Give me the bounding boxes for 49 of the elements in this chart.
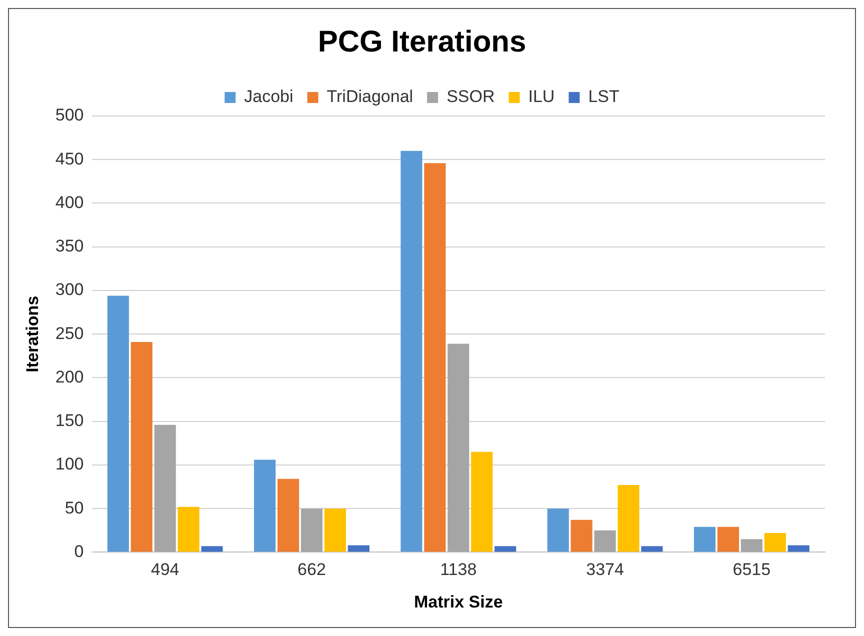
x-tick-label: 1138 (440, 560, 477, 580)
chart-title: PCG Iterations (318, 25, 526, 58)
bar (547, 508, 569, 552)
bar (130, 342, 152, 552)
bar (400, 150, 422, 552)
bar (178, 506, 200, 552)
y-tick-label: 300 (55, 280, 84, 300)
bar (277, 478, 300, 552)
y-tick-label: 400 (55, 192, 84, 212)
bar (471, 452, 493, 552)
legend-label: SSOR (446, 87, 495, 106)
bar (618, 485, 640, 552)
bar (324, 508, 346, 552)
y-tick-label: 500 (55, 106, 84, 125)
bar (107, 296, 129, 552)
bar (717, 526, 740, 552)
x-tick-label: 494 (150, 560, 180, 580)
bar (694, 526, 716, 552)
y-tick-label: 100 (55, 454, 84, 474)
y-tick-label: 350 (55, 236, 84, 256)
bar (448, 344, 470, 552)
bar (154, 424, 176, 552)
y-axis-title: Iterations (22, 296, 42, 372)
legend-label: LST (588, 87, 620, 106)
y-tick-label: 250 (55, 324, 84, 343)
y-tick-label: 450 (55, 149, 84, 168)
bar (570, 520, 592, 552)
x-axis-title: Matrix Size (414, 592, 503, 612)
legend-label: Jacobi (244, 87, 294, 106)
y-tick-label: 200 (55, 367, 84, 386)
bar (788, 545, 810, 552)
bar (764, 533, 786, 552)
bar (740, 539, 762, 552)
bar (641, 546, 663, 552)
bar (348, 545, 370, 552)
y-tick-label: 0 (74, 542, 84, 561)
legend-label: ILU (528, 87, 555, 106)
x-tick-label: 6515 (732, 560, 771, 580)
legend-label: TriDiagonal (326, 87, 414, 106)
bar (424, 163, 446, 552)
x-tick-label: 662 (298, 560, 326, 580)
y-tick-label: 50 (64, 498, 84, 518)
y-tick-label: 150 (55, 411, 84, 430)
x-tick-label: 3374 (586, 560, 624, 580)
bar (494, 546, 516, 552)
bar (254, 460, 276, 552)
bar (594, 530, 616, 552)
bar (201, 546, 223, 552)
bar (300, 508, 323, 552)
